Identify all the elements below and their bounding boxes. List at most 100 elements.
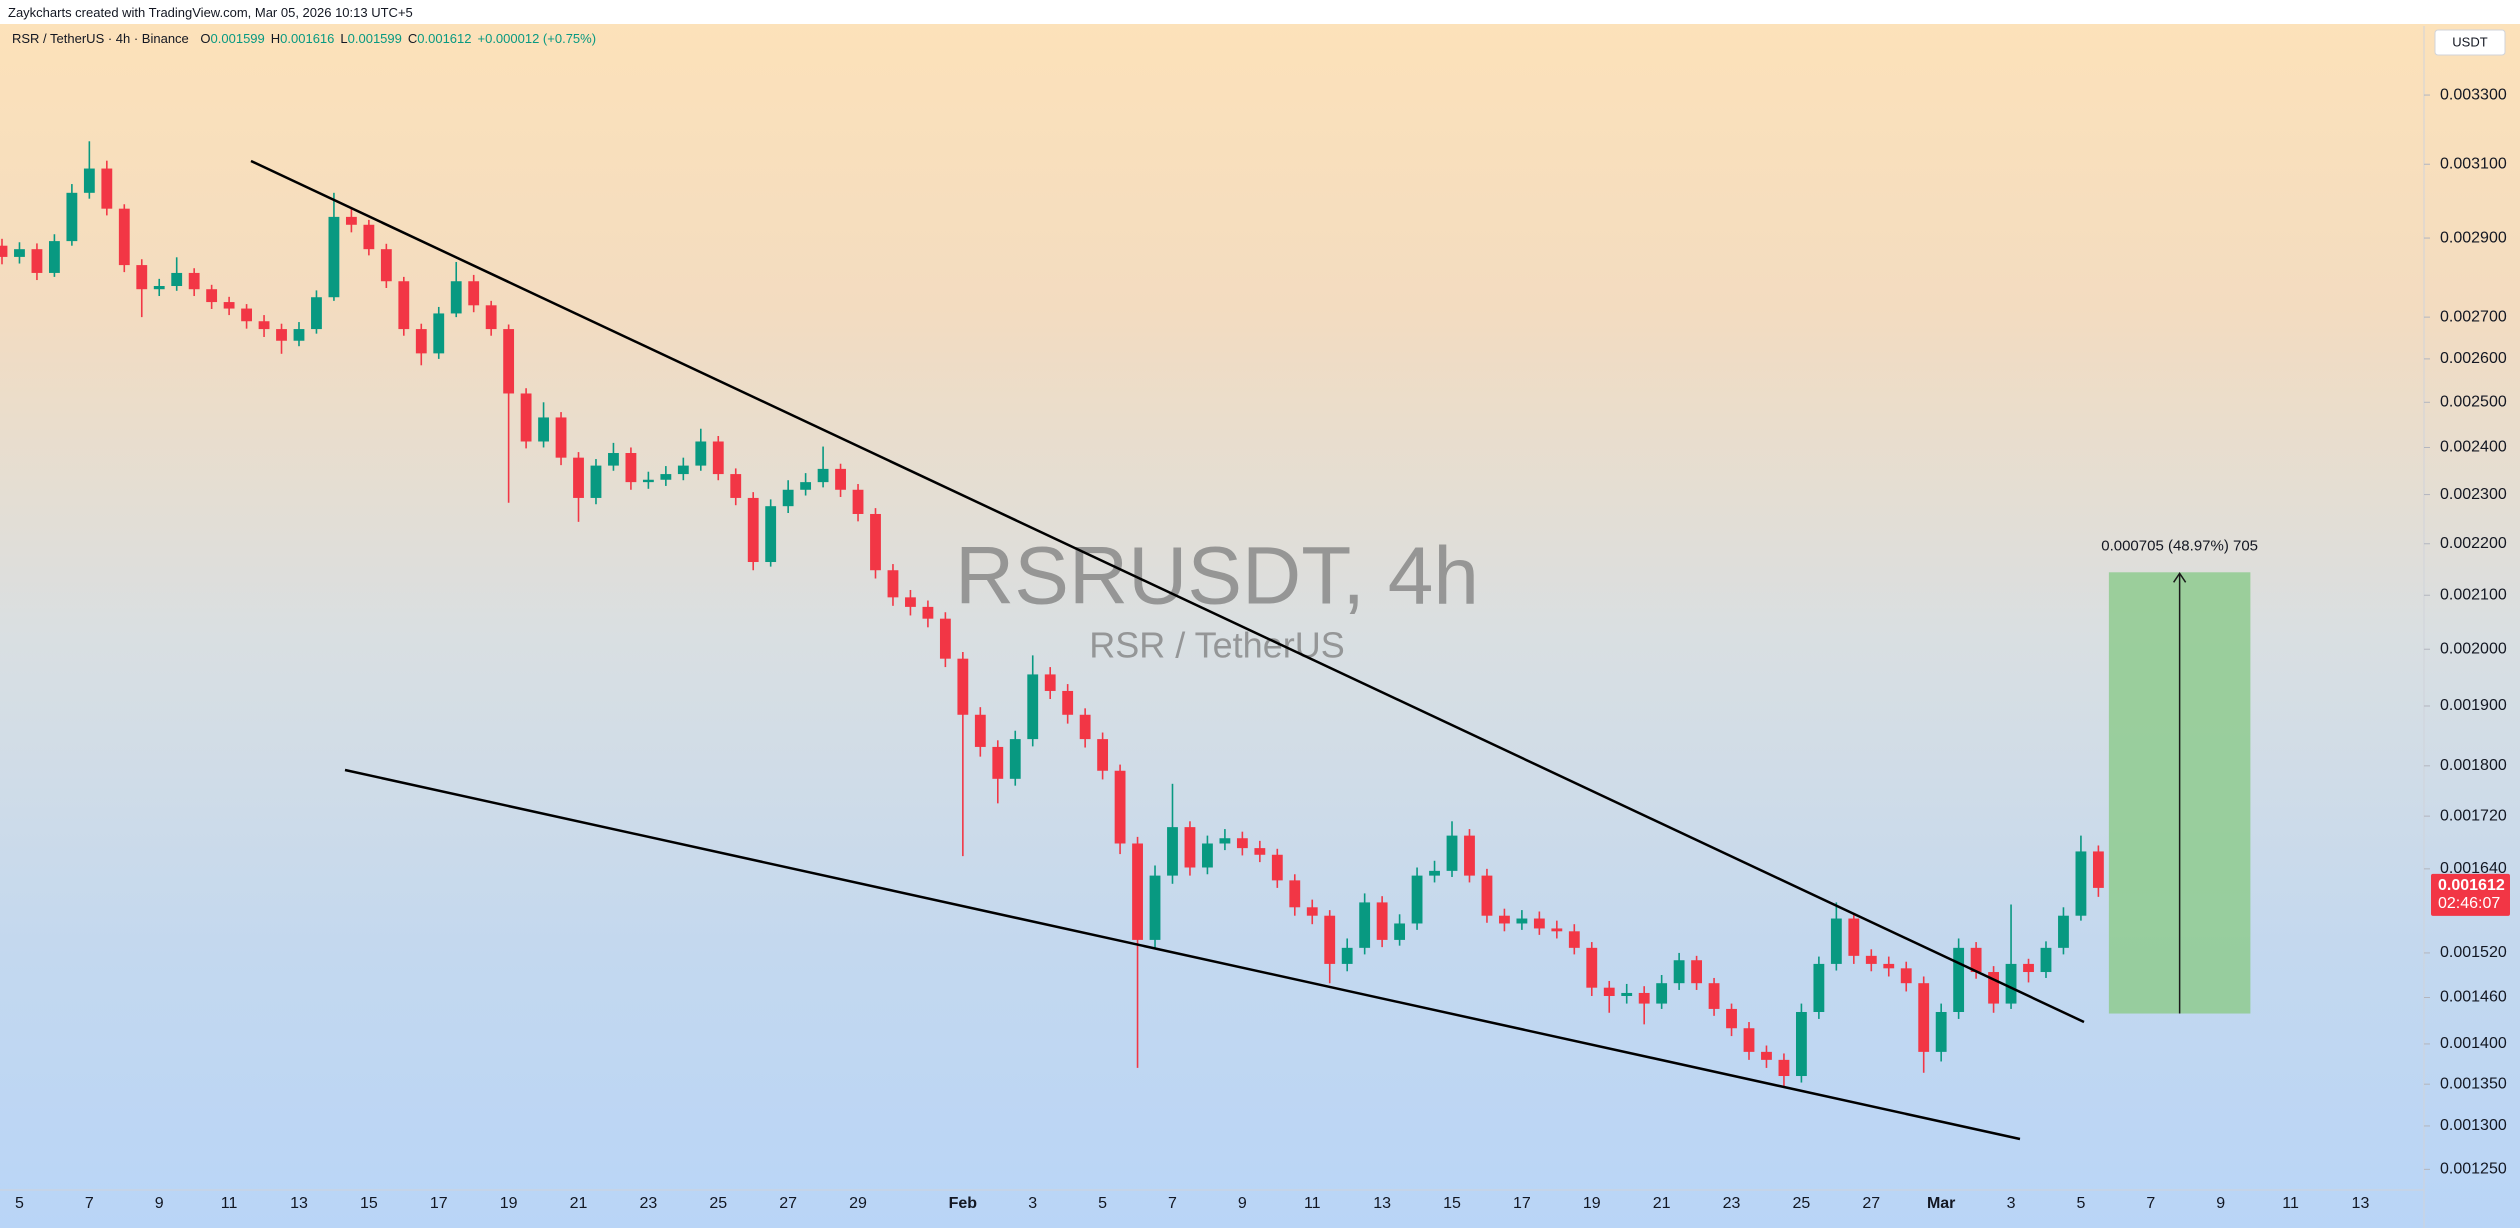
symbol: RSR / TetherUS · 4h · Binance [12, 31, 189, 46]
y-tick-label: 0.001640 [2440, 860, 2507, 877]
y-tick-label: 0.002600 [2440, 350, 2507, 367]
x-tick-label: 27 [779, 1195, 797, 1212]
candle-body [1761, 1051, 1772, 1060]
candle-body [2005, 963, 2017, 1004]
candle-body [1149, 875, 1161, 940]
y-tick-label: 0.001460 [2440, 989, 2507, 1006]
candle-body [328, 216, 340, 298]
candle-body [118, 208, 130, 266]
candle-body [695, 441, 707, 466]
x-tick-label: 9 [2216, 1195, 2225, 1212]
candle-body [1079, 714, 1091, 740]
candle-body [1429, 870, 1440, 876]
x-tick-label: 15 [1443, 1195, 1461, 1212]
candle-body [1883, 963, 1895, 969]
candle-body [398, 281, 410, 330]
candle-body [1341, 947, 1353, 964]
candle-body [1726, 1008, 1737, 1029]
trendlines [250, 159, 2085, 1141]
candle-body [1778, 1059, 1790, 1077]
candle-body [14, 249, 25, 257]
candle-body [922, 606, 934, 619]
candle-body [2092, 851, 2104, 888]
candle-body [992, 746, 1004, 779]
candle-body [1656, 983, 1668, 1004]
candle-body [31, 249, 43, 273]
x-tick-label: 5 [15, 1195, 24, 1212]
x-tick-label: 21 [1653, 1195, 1671, 1212]
candle-body [101, 168, 113, 209]
y-tick-label: 0.001900 [2440, 697, 2507, 714]
x-tick-label: 5 [1098, 1195, 1107, 1212]
candle-body [747, 497, 759, 563]
candle-body [1621, 992, 1633, 996]
candle-body [590, 465, 602, 498]
candle-body [1044, 674, 1056, 691]
candle-body [503, 329, 515, 394]
candle-body [2023, 963, 2034, 973]
candle-body [1603, 987, 1615, 996]
x-tick-label: 13 [290, 1195, 308, 1212]
y-tick-label: 0.002400 [2440, 439, 2507, 456]
x-tick-label: 11 [1304, 1195, 1321, 1212]
candle-body [1202, 843, 1213, 868]
y-tick-label: 0.002300 [2440, 486, 2507, 503]
legend-key: C [407, 31, 418, 46]
candle-body [817, 468, 829, 483]
candle-body [538, 417, 549, 442]
candle-body [905, 597, 916, 607]
candle-body [1446, 835, 1458, 871]
candle-body [136, 265, 148, 290]
y-tick-label: 0.001400 [2440, 1035, 2507, 1052]
legend-key: L [340, 31, 348, 46]
x-tick-label: 19 [500, 1195, 518, 1212]
currency-label[interactable]: USDT [2452, 34, 2487, 49]
candle-body [1324, 915, 1336, 964]
candle-body [83, 168, 95, 193]
candle-body [1027, 674, 1039, 740]
legend-change: +0.000012 (+0.75%) [477, 31, 597, 46]
legend-value: 0.001599 [347, 31, 402, 46]
candle-body [2040, 947, 2052, 973]
watermark-subtitle: RSR / TetherUS [1089, 625, 1344, 666]
candle-body [258, 321, 270, 330]
candle-body [1009, 739, 1021, 779]
x-tick-label: 17 [430, 1195, 448, 1212]
candle-body [1795, 1011, 1807, 1077]
legend-value: 0.001599 [210, 31, 265, 46]
candle-body [1411, 875, 1423, 924]
candle-body [660, 474, 672, 480]
candle-body [1184, 827, 1196, 868]
measure-tool: 0.000705 (48.97%) 705 [2101, 537, 2258, 1014]
x-tick-label: 3 [2007, 1195, 2016, 1212]
candle-body [1359, 902, 1371, 948]
candle-body [957, 658, 969, 715]
candle-body [345, 216, 357, 225]
upper-trendline [250, 159, 2085, 1024]
candle-body [1481, 875, 1493, 916]
candle-body [468, 281, 480, 306]
y-tick-label: 0.001520 [2440, 944, 2507, 961]
candle-body [1988, 972, 1999, 1004]
lower-trendline [344, 768, 2021, 1141]
candle-body [520, 393, 532, 442]
candle-body [642, 479, 654, 483]
candle-body [380, 249, 392, 282]
y-tick-label: 0.002900 [2440, 229, 2507, 246]
candle-body [1464, 835, 1475, 876]
candle-body [1673, 960, 1685, 984]
candle-body [171, 272, 183, 287]
currency-button[interactable] [2434, 29, 2506, 56]
x-tick-label: 7 [2146, 1195, 2155, 1212]
candle-body [939, 618, 951, 659]
x-tick-label: 3 [1028, 1195, 1037, 1212]
candle-body [223, 302, 235, 309]
y-tick-label: 0.001350 [2440, 1075, 2507, 1092]
y-tick-label: 0.001250 [2440, 1161, 2507, 1178]
candle-body [1394, 923, 1406, 940]
y-tick-label: 0.002500 [2440, 394, 2507, 411]
top-bar: Zaykcharts created with TradingView.com,… [0, 0, 2520, 24]
candle-body [66, 192, 78, 242]
x-tick-label: 23 [639, 1195, 657, 1212]
